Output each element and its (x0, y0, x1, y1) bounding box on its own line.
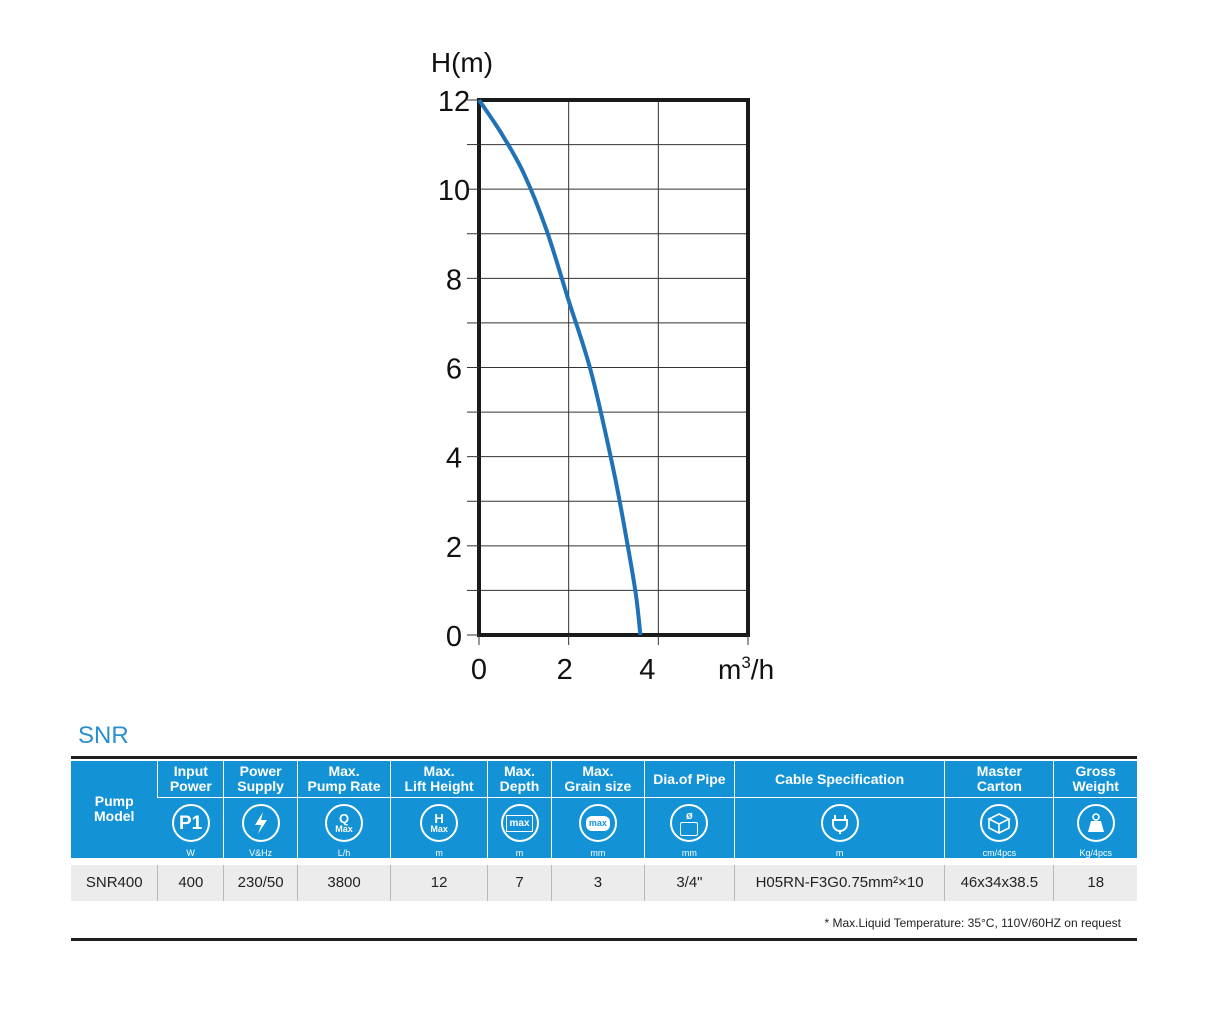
unit-input-power: W (186, 848, 195, 858)
unit-pipe: mm (681, 848, 697, 858)
cell-depth: 7 (487, 864, 552, 901)
top-rule (71, 756, 1137, 759)
bottom-rule (71, 938, 1137, 941)
table-row: SNR400 400 230/50 3800 12 7 3 3/4" H05RN… (71, 864, 1137, 901)
icon-cell-weight: Kg/4pcs (1053, 797, 1137, 858)
icon-cell-input-power: P1 W (157, 797, 224, 858)
y-axis-label: H(m) (431, 47, 493, 78)
x-tick-label: 4 (639, 654, 655, 686)
cell-grain: 3 (550, 864, 645, 901)
cell-carton: 46x34x38.5 (944, 864, 1054, 901)
unit-depth: m (515, 848, 524, 858)
y-axis-ticks: 0 2 4 6 8 10 12 (438, 86, 479, 653)
performance-curve (477, 98, 643, 636)
y-tick-label: 2 (446, 532, 462, 564)
pipe-diameter-icon: ø (670, 804, 709, 842)
unit-pump-rate: L/h (337, 848, 351, 858)
header-carton: Master Carton (944, 761, 1054, 798)
footnote: * Max.Liquid Temperature: 35°C, 110V/60H… (824, 916, 1121, 930)
header-input-power: Input Power (157, 761, 224, 798)
flow-rate-icon: Q Max (325, 804, 364, 842)
x-tick-label: 0 (471, 654, 487, 686)
x-axis-ticks: 0 2 4 (471, 635, 749, 686)
header-pipe: Dia.of Pipe (643, 761, 735, 798)
series-title: SNR (78, 722, 129, 749)
cell-pipe: 3/4" (643, 864, 735, 901)
y-tick-label: 4 (446, 443, 462, 475)
header-pump-rate: Max. Pump Rate (297, 761, 391, 798)
icon-cell-cable: m (733, 797, 945, 858)
header-depth: Max. Depth (487, 761, 552, 798)
header-pump-model: Pump Model (71, 761, 158, 859)
cell-input-power: 400 (157, 864, 224, 901)
cell-weight: 18 (1053, 864, 1137, 901)
y-tick-label: 12 (438, 86, 470, 118)
unit-lift-height: m (435, 848, 443, 858)
unit-cable: m (835, 848, 844, 858)
y-tick-label: 10 (438, 175, 470, 207)
pump-curve-chart: 0 2 4 6 8 10 12 0 2 4 H(m) m3/h (431, 47, 774, 686)
p1-icon: P1 (171, 804, 210, 842)
header-power-supply: Power Supply (223, 761, 298, 798)
cell-cable: H05RN-F3G0.75mm²×10 (733, 864, 945, 901)
header-cable: Cable Specification (733, 761, 945, 798)
icon-cell-depth: max m (487, 797, 552, 858)
box-icon (980, 804, 1019, 842)
y-tick-label: 8 (446, 264, 462, 296)
unit-weight: Kg/4pcs (1079, 848, 1112, 858)
chart-grid (479, 100, 748, 635)
cell-pump-rate: 3800 (297, 864, 391, 901)
weight-icon (1076, 804, 1115, 842)
plug-icon (820, 804, 859, 842)
icon-cell-carton: cm/4pcs (944, 797, 1054, 858)
header-grain-size: Max. Grain size (550, 761, 645, 798)
x-tick-label: 2 (557, 654, 573, 686)
header-lift-height: Max. Lift Height (390, 761, 488, 798)
unit-power-supply: V&Hz (249, 848, 273, 858)
icon-cell-power-supply: V&Hz (223, 797, 298, 858)
y-tick-label: 0 (446, 621, 462, 653)
y-tick-label: 6 (446, 354, 462, 386)
cell-model: SNR400 (71, 864, 158, 901)
x-axis-label: m3/h (718, 653, 774, 685)
unit-carton: cm/4pcs (982, 848, 1017, 858)
depth-icon: max (500, 804, 539, 842)
icon-cell-pump-rate: Q Max L/h (297, 797, 391, 858)
cell-lift-height: 12 (390, 864, 488, 901)
lift-height-icon: H Max (420, 804, 459, 842)
lightning-icon (241, 804, 280, 842)
unit-grain: mm (590, 848, 606, 858)
grain-size-icon: max (578, 804, 617, 842)
icon-cell-grain: max mm (550, 797, 645, 858)
cell-power-supply: 230/50 (223, 864, 298, 901)
spec-table: Pump Model Input Power Power Supply Max. Pum… (71, 761, 1137, 901)
header-weight: Gross Weight (1053, 761, 1137, 798)
icon-cell-pipe: ø mm (643, 797, 735, 858)
icon-cell-lift-height: H Max m (390, 797, 488, 858)
